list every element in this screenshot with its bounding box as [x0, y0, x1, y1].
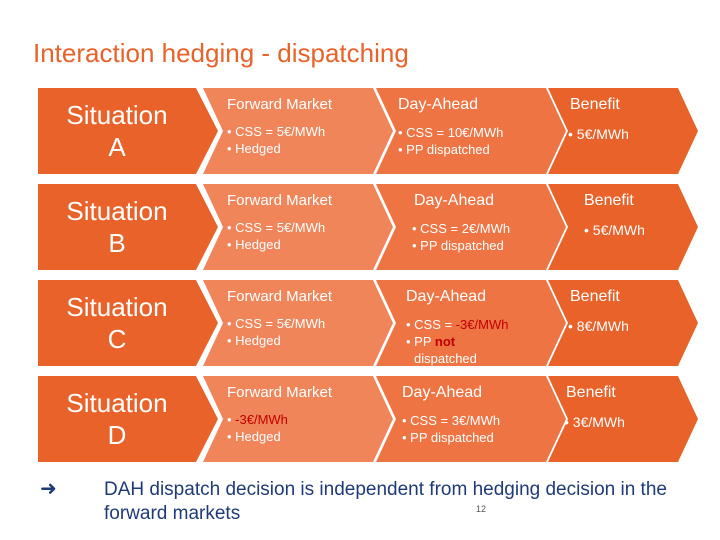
dayahead-header: Day-Ahead — [406, 288, 487, 305]
forward-chevron: Forward Market • CSS = 5€/MWh • Hedged — [203, 184, 393, 270]
list-item: • 3€/MWh — [564, 414, 625, 430]
situation-row-b: Situation B Forward Market • CSS = 5€/MW… — [38, 184, 698, 270]
situation-row-c: Situation C Forward Market • CSS = 5€/MW… — [38, 280, 698, 366]
benefit-items: • 5€/MWh — [568, 126, 629, 143]
situation-chevron: Situation D — [38, 376, 218, 462]
forward-items: • CSS = 5€/MWh • Hedged — [227, 219, 325, 253]
forward-chevron: Forward Market • CSS = 5€/MWh • Hedged — [203, 280, 393, 366]
benefit-chevron: Benefit • 5€/MWh — [548, 184, 698, 270]
situation-label: Situation A — [66, 100, 168, 162]
item-text: • CSS = — [406, 317, 456, 332]
list-item: • PP dispatched — [398, 142, 490, 157]
list-item: • Hedged — [227, 237, 281, 252]
dayahead-items: • CSS = 2€/MWh • PP dispatched — [412, 220, 510, 254]
dayahead-chevron: Day-Ahead • CSS = 3€/MWh • PP dispatched — [376, 376, 566, 462]
situation-row-d: Situation D Forward Market • -3€/MWh • H… — [38, 376, 698, 462]
situation-row-a: Situation A Forward Market • CSS = 5€/MW… — [38, 88, 698, 174]
list-item: • CSS = -3€/MWh — [406, 316, 508, 333]
situation-label: Situation B — [66, 196, 168, 258]
benefit-header: Benefit — [566, 384, 616, 401]
list-item: • 5€/MWh — [568, 126, 629, 142]
list-item: • 5€/MWh — [584, 222, 645, 238]
forward-header: Forward Market — [227, 96, 333, 113]
forward-chevron: Forward Market • -3€/MWh • Hedged — [203, 376, 393, 462]
dayahead-items: • CSS = 10€/MWh • PP dispatched — [398, 124, 503, 158]
dayahead-items: • CSS = 3€/MWh • PP dispatched — [402, 412, 500, 446]
list-item: • CSS = 2€/MWh — [412, 221, 511, 236]
situation-label: Situation D — [66, 388, 168, 450]
situation-chevron: Situation B — [38, 184, 218, 270]
situation-label: Situation C — [66, 292, 168, 354]
benefit-header: Benefit — [570, 288, 620, 305]
dayahead-chevron: Day-Ahead • CSS = 10€/MWh • PP dispatche… — [376, 88, 566, 174]
list-item: • PP dispatched — [412, 238, 504, 253]
list-item: • CSS = 10€/MWh — [398, 125, 504, 140]
list-item: • CSS = 5€/MWh — [227, 220, 326, 235]
forward-items: • CSS = 5€/MWh • Hedged — [227, 123, 325, 157]
benefit-chevron: Benefit • 5€/MWh — [548, 88, 698, 174]
list-item: • -3€/MWh — [227, 411, 288, 428]
item-text: • PP — [406, 334, 435, 349]
benefit-chevron: Benefit • 8€/MWh — [548, 280, 698, 366]
forward-items: • CSS = 5€/MWh • Hedged — [227, 315, 325, 349]
emphasis-text: not — [434, 334, 456, 349]
item-text: • — [227, 412, 236, 427]
benefit-header: Benefit — [584, 192, 634, 209]
list-item: • 8€/MWh — [568, 318, 629, 334]
benefit-items: • 5€/MWh — [584, 222, 645, 239]
benefit-header: Benefit — [570, 96, 620, 113]
benefit-items: • 8€/MWh — [568, 318, 629, 335]
list-item: • CSS = 5€/MWh — [227, 316, 326, 331]
forward-header: Forward Market — [227, 192, 333, 209]
situation-chevron: Situation C — [38, 280, 218, 366]
list-item: • PP not — [406, 333, 508, 350]
negative-value: -3€/MWh — [235, 412, 288, 427]
dayahead-items: • CSS = -3€/MWh • PP not dispatched — [406, 316, 508, 367]
page-number: 12 — [476, 504, 487, 514]
dayahead-chevron: Day-Ahead • CSS = -3€/MWh • PP not dispa… — [376, 280, 566, 366]
dayahead-header: Day-Ahead — [398, 96, 479, 113]
situation-chevron: Situation A — [38, 88, 218, 174]
negative-value: -3€/MWh — [455, 317, 509, 332]
list-item: • CSS = 5€/MWh — [227, 124, 326, 139]
list-item: • CSS = 3€/MWh — [402, 413, 501, 428]
slide-title: Interaction hedging - dispatching — [33, 38, 409, 68]
list-item: • Hedged — [227, 141, 281, 156]
forward-chevron: Forward Market • CSS = 5€/MWh • Hedged — [203, 88, 393, 174]
list-item: • Hedged — [227, 429, 281, 444]
benefit-items: • 3€/MWh — [564, 414, 625, 431]
dayahead-header: Day-Ahead — [402, 384, 483, 401]
conclusion-text: DAH dispatch decision is independent fro… — [104, 479, 667, 524]
benefit-chevron: Benefit • 3€/MWh — [548, 376, 698, 462]
forward-header: Forward Market — [227, 288, 333, 305]
forward-header: Forward Market — [227, 384, 333, 401]
list-item: • Hedged — [227, 333, 281, 348]
forward-items: • -3€/MWh • Hedged — [227, 411, 288, 445]
dayahead-header: Day-Ahead — [414, 192, 495, 209]
list-item: • PP dispatched — [402, 430, 494, 445]
list-item: dispatched — [414, 351, 477, 366]
dayahead-chevron: Day-Ahead • CSS = 2€/MWh • PP dispatched — [376, 184, 566, 270]
right-arrow-icon: ➜ — [40, 478, 57, 500]
